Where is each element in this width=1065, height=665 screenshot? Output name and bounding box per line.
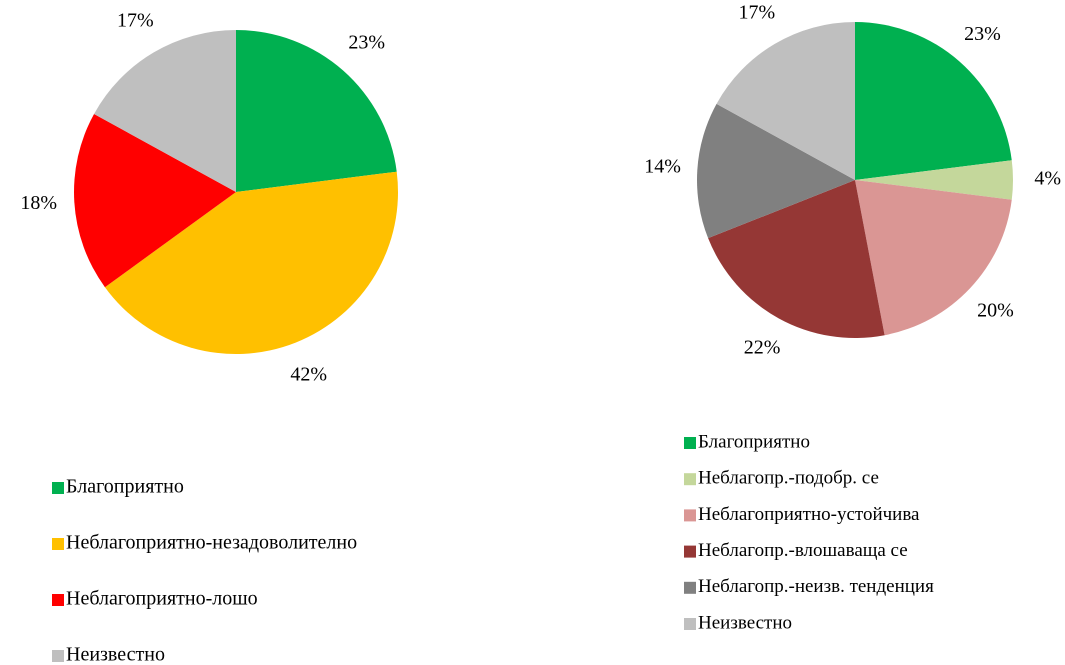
pie-slice xyxy=(855,22,1012,180)
data-label: 42% xyxy=(290,363,327,385)
legend-swatch xyxy=(684,473,696,486)
pie-slice xyxy=(104,171,399,355)
legend-label: Благоприятно xyxy=(66,476,184,498)
pie-slice xyxy=(697,103,855,239)
legend-label: Неизвестно xyxy=(66,644,165,665)
legend-label: Неблагоприятно-незадоволително xyxy=(66,532,357,554)
legend-label: Благоприятно xyxy=(698,431,810,452)
legend-label: Неизвестно xyxy=(698,612,792,633)
legend-swatch xyxy=(684,618,696,630)
data-label: 23% xyxy=(964,23,1001,45)
pie-slice xyxy=(73,113,236,288)
data-label: 14% xyxy=(644,155,681,177)
pie-slice xyxy=(236,30,397,192)
data-label: 20% xyxy=(977,300,1014,322)
legend-label: Неблагопр.-подобр. се xyxy=(698,468,879,489)
data-label: 18% xyxy=(20,192,57,214)
pie-slice xyxy=(94,30,236,192)
legend-swatch xyxy=(684,437,696,449)
legend-label: Неблагопр.-влошаваща се xyxy=(698,540,908,561)
data-label: 17% xyxy=(117,9,154,31)
legend-swatch xyxy=(52,650,64,662)
pie-slice xyxy=(716,22,855,180)
legend-label: Неблагоприятно-устойчива xyxy=(698,504,920,525)
legend-swatch xyxy=(684,545,696,558)
pie-slice xyxy=(855,160,1013,200)
pie-slice xyxy=(708,180,885,338)
legend-swatch xyxy=(52,538,64,550)
legend-label: Неблагопр.-неизв. тенденция xyxy=(698,576,934,597)
data-label: 4% xyxy=(1034,168,1061,190)
data-label: 17% xyxy=(739,2,776,24)
legend-swatch xyxy=(684,509,696,522)
data-label: 23% xyxy=(348,31,385,53)
legend-label: Неблагоприятно-лошо xyxy=(66,588,258,610)
pie-slice xyxy=(855,180,1012,336)
legend-swatch xyxy=(52,594,64,606)
legend-swatch xyxy=(684,581,696,594)
data-label: 22% xyxy=(744,337,781,359)
legend-swatch xyxy=(52,482,64,494)
